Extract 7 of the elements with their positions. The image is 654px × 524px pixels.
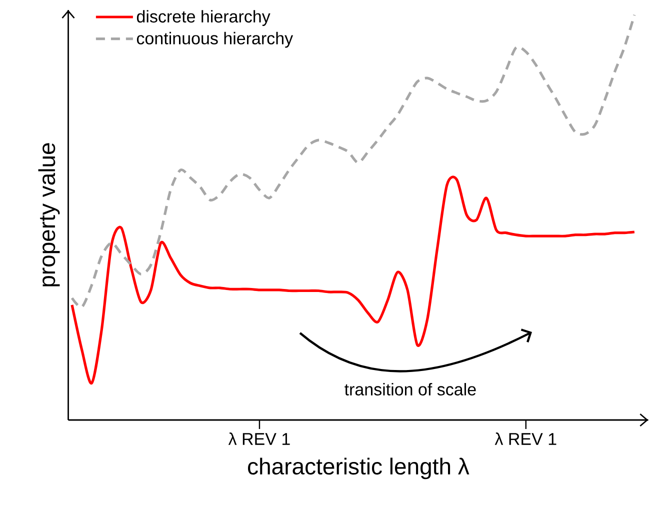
x-tick-label: λ REV 1 [494,432,556,445]
annotation: transition of scale [344,383,476,396]
y-axis-title: property value [38,143,60,286]
legend-label: discrete hierarchy [136,10,270,26]
x-tick-label: λ REV 1 [228,432,290,445]
x-axis-title: characteristic length λ [248,458,470,480]
legend-label: continuous hierarchy [136,32,294,48]
